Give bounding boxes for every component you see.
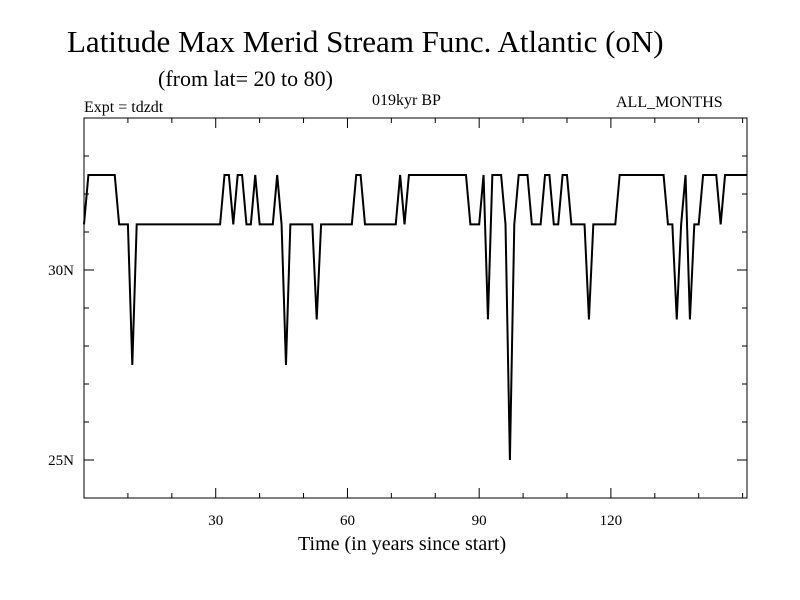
months-label: ALL_MONTHS [616,94,723,111]
series-line [83,174,747,461]
plot-frame [83,117,748,499]
y-tick-label: 25N [48,453,74,469]
x-tick-label: 60 [340,513,355,529]
chart-subtitle: (from lat= 20 to 80) [158,66,333,91]
series-layer [83,174,747,461]
x-tick-label: 90 [472,513,487,529]
x-tick-label: 30 [208,513,223,529]
major-ticks [84,118,747,498]
tick-labels: 30 60 90 120 25N 30N [48,263,622,529]
y-tick-label: 30N [48,263,74,279]
experiment-label: Expt = tdzdt [84,99,164,116]
minor-ticks [84,118,747,498]
x-axis-label: Time (in years since start) [298,533,507,555]
run-label: 019kyr BP [372,92,441,109]
chart-title: Latitude Max Merid Stream Func. Atlantic… [67,24,664,59]
x-tick-label: 120 [600,513,623,529]
